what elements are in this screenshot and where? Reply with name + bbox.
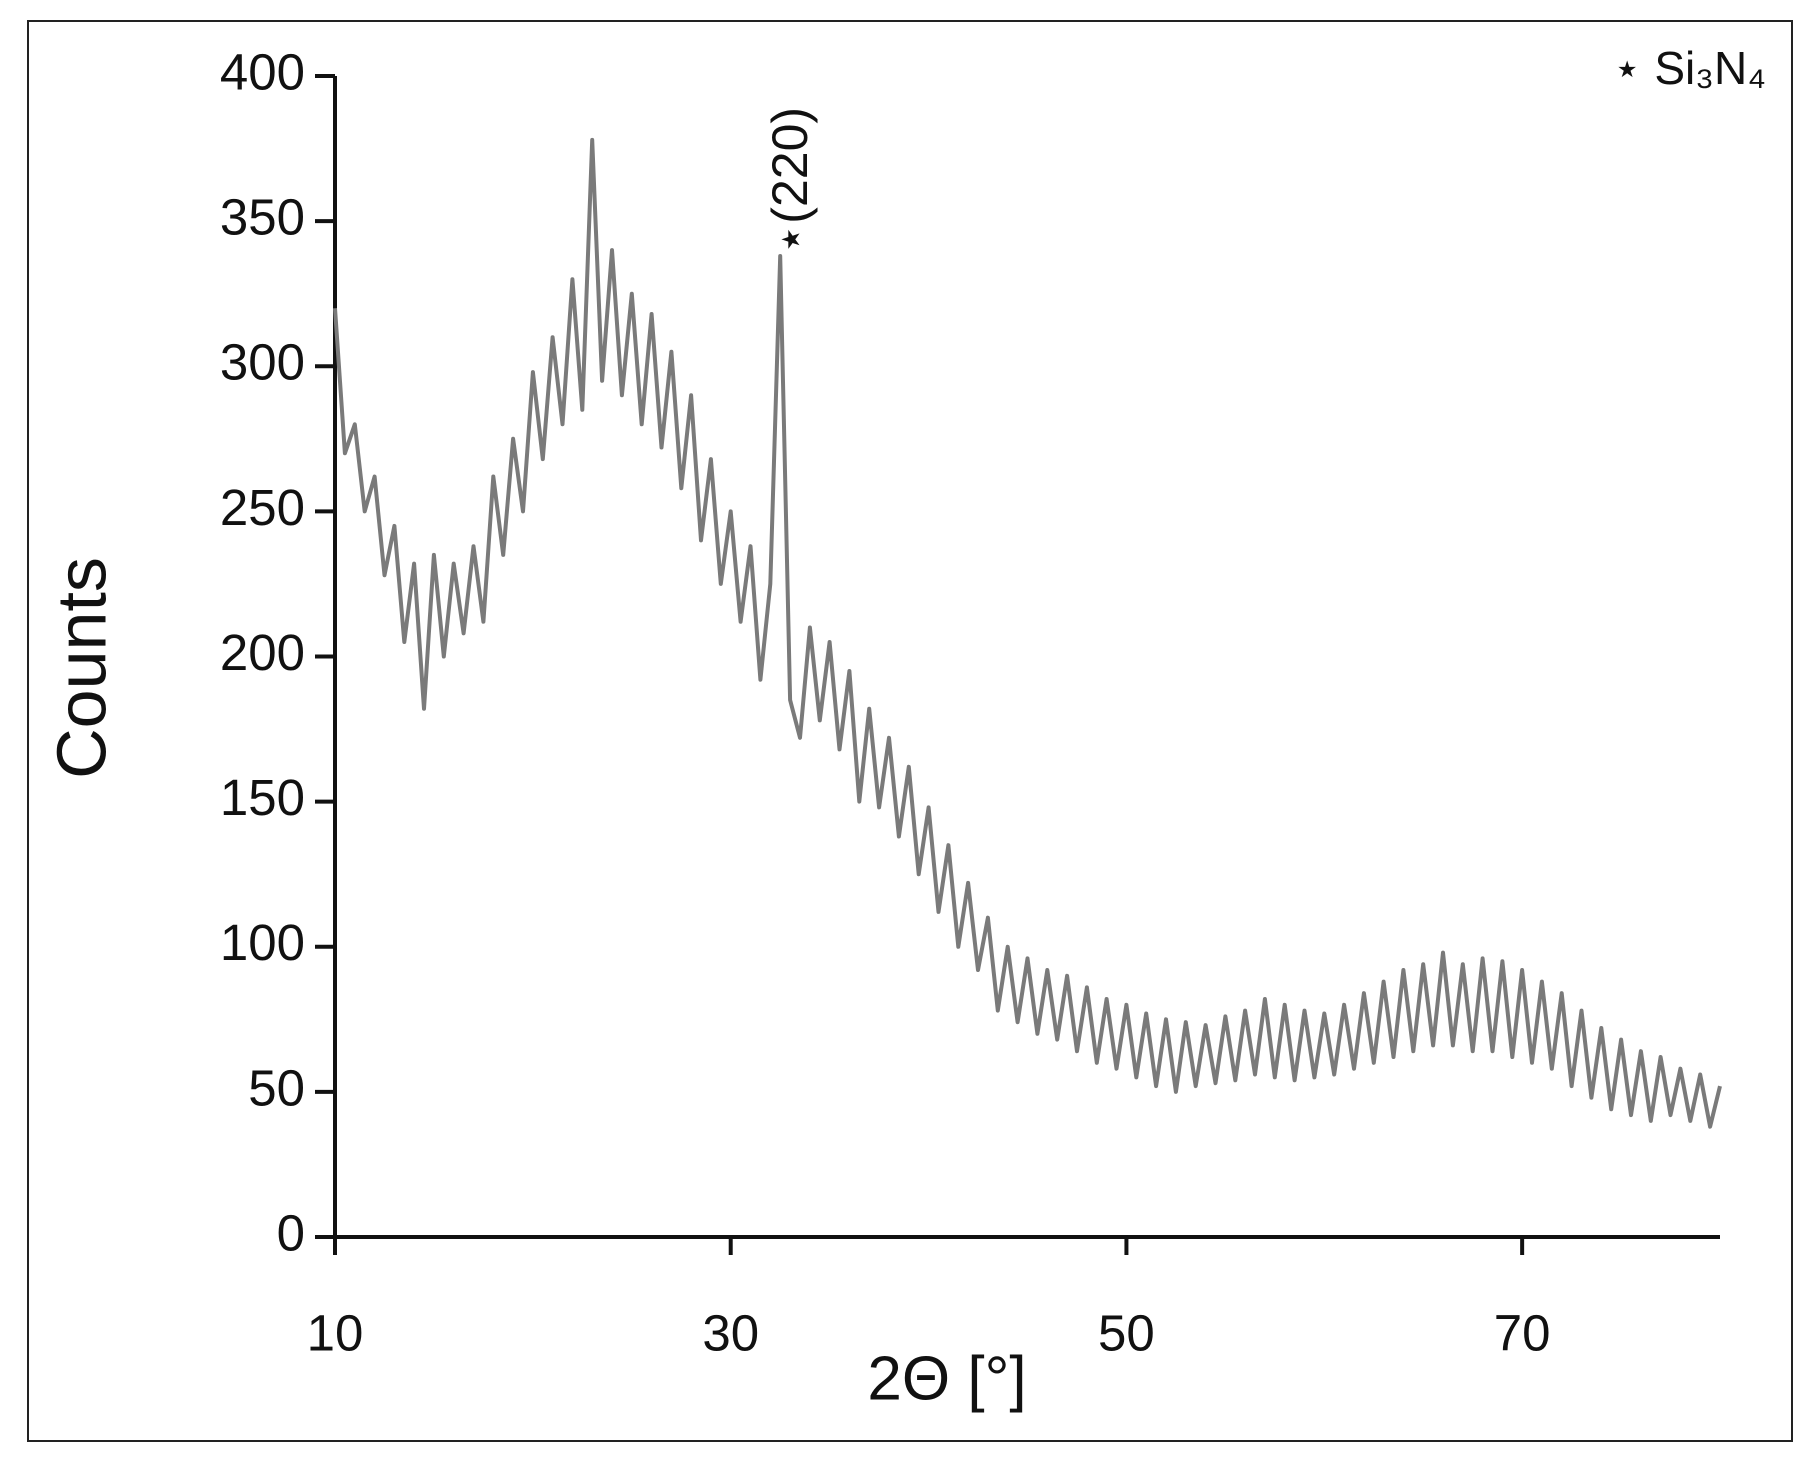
- x-tick-label: 10: [307, 1304, 364, 1361]
- y-tick-label: 250: [220, 479, 305, 536]
- data-line: [333, 137, 1722, 1129]
- y-tick-label: 100: [220, 914, 305, 971]
- x-tick-label: 70: [1494, 1304, 1551, 1361]
- y-tick-label: 0: [277, 1204, 305, 1261]
- y-tick-label: 150: [220, 769, 305, 826]
- frame: [27, 20, 1793, 1442]
- legend-note: ⋆ Si₃N₄: [1613, 42, 1766, 94]
- y-tick-label: 50: [248, 1059, 305, 1116]
- x-axis-title: 2Θ [°]: [867, 1344, 1026, 1413]
- x-tick-label: 50: [1098, 1304, 1155, 1361]
- y-tick-label: 200: [220, 624, 305, 681]
- peak-annotation: ⋆(220): [762, 107, 818, 255]
- y-axis-title: Counts: [42, 557, 120, 779]
- x-tick-label: 30: [702, 1304, 759, 1361]
- y-tick-label: 350: [220, 189, 305, 246]
- y-tick-label: 400: [220, 43, 305, 100]
- y-tick-label: 300: [220, 334, 305, 391]
